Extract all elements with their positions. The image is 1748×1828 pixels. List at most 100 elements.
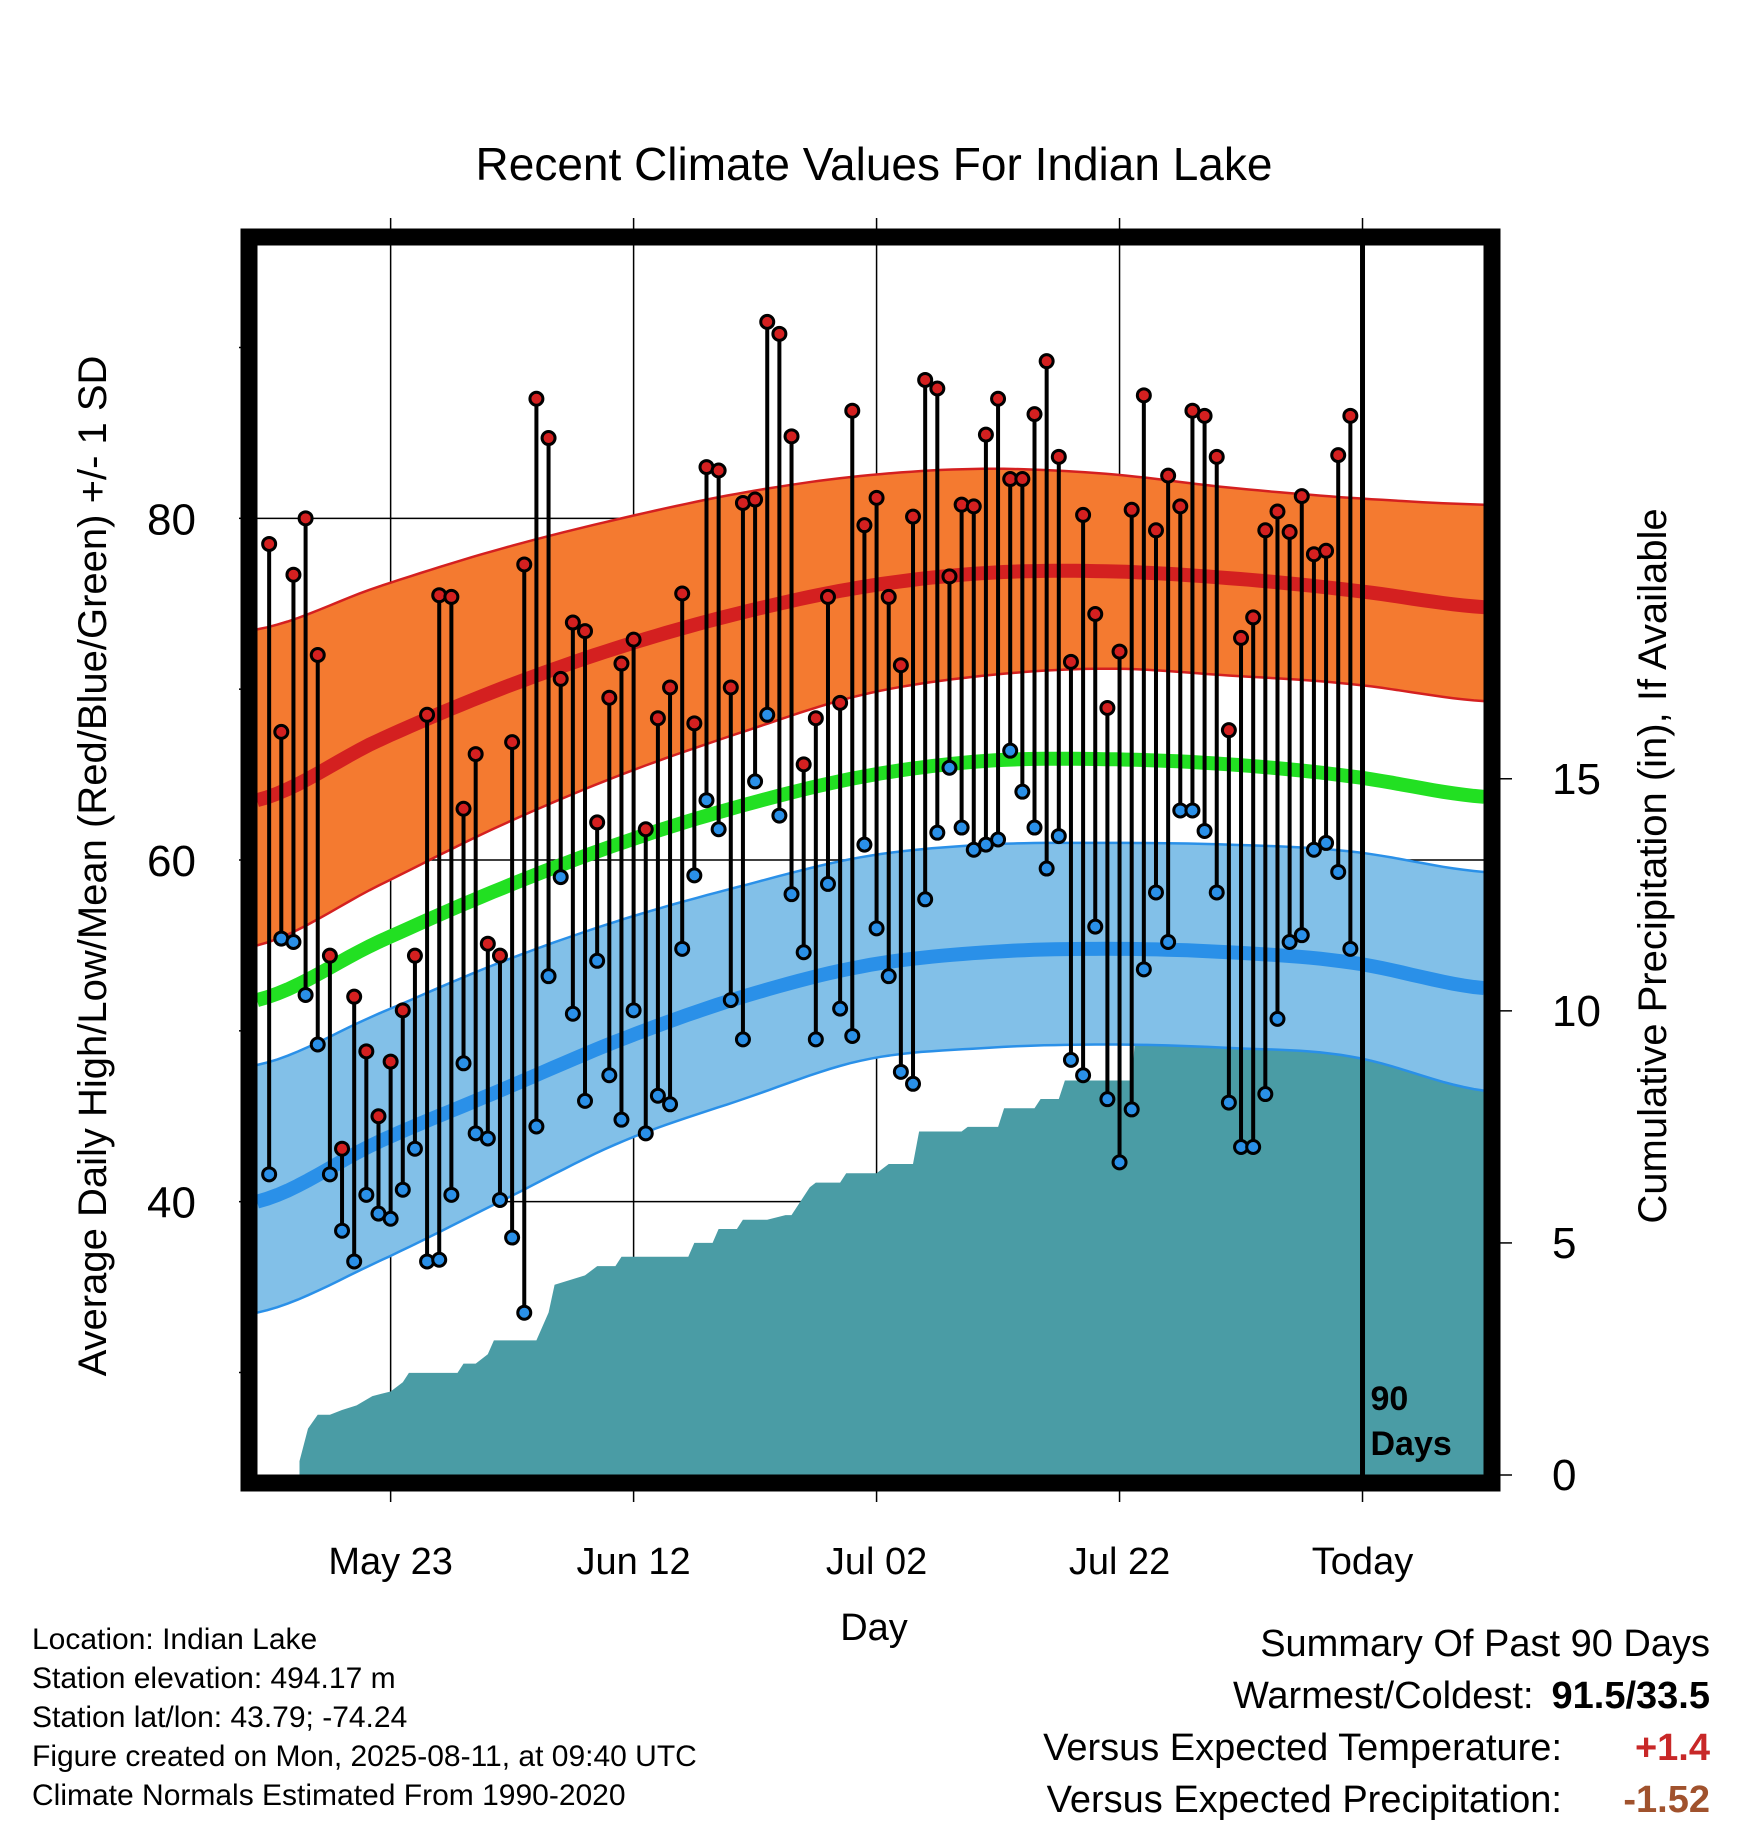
daily-high-point — [589, 814, 606, 831]
daily-high-point — [637, 821, 654, 838]
daily-high-point — [1014, 471, 1031, 488]
daily-low-point — [540, 968, 557, 985]
daily-low-point — [941, 759, 958, 776]
daily-high-point — [1196, 407, 1213, 424]
daily-low-point — [1281, 934, 1298, 950]
latlon-text: Station lat/lon: 43.79; -74.24 — [32, 1701, 408, 1734]
daily-low-point — [892, 1063, 909, 1080]
temperature-departure-row: Versus Expected Temperature: +1.4 — [1043, 1722, 1710, 1774]
daily-low-point — [698, 792, 715, 809]
daily-high-point — [759, 313, 776, 330]
daily-low-point — [722, 992, 739, 1009]
daily-high-point — [406, 947, 423, 964]
daily-low-point — [334, 1222, 351, 1239]
daily-low-point — [455, 1055, 472, 1072]
plot-frame — [240, 228, 1501, 1492]
daily-high-point — [722, 679, 739, 696]
daily-low-point — [1111, 1154, 1128, 1171]
high-normal-line — [255, 563, 1485, 807]
warmest-coldest-row: Warmest/Coldest: 91.5/33.5 — [1043, 1670, 1710, 1722]
daily-high-point — [285, 566, 302, 583]
warmest-coldest-label: Warmest/Coldest: — [1232, 1675, 1534, 1717]
daily-low-point — [1318, 834, 1335, 851]
daily-high-point — [309, 647, 326, 663]
daily-high-point — [807, 710, 824, 727]
daily-high-point — [1147, 522, 1164, 539]
daily-high-point — [965, 498, 982, 515]
y-tick-label: 40 — [147, 1179, 196, 1228]
daily-high-point — [1123, 501, 1140, 518]
daily-high-point — [273, 723, 290, 740]
daily-low-point — [686, 867, 703, 884]
daily-low-point — [1208, 884, 1225, 901]
daily-low-point — [747, 773, 764, 790]
daily-high-point — [905, 508, 922, 525]
daily-high-point — [516, 556, 533, 573]
daily-low-point — [1269, 1010, 1286, 1027]
low-sd-band-lower-edge — [256, 1043, 1485, 1314]
daily-high-point — [1099, 699, 1116, 716]
chart-title: Recent Climate Values For Indian Lake — [476, 138, 1273, 190]
daily-high-point — [1026, 406, 1043, 423]
daily-high-point — [1281, 524, 1298, 540]
daily-low-point — [625, 1002, 642, 1019]
daily-high-point — [540, 430, 557, 447]
daily-low-point — [795, 944, 812, 961]
daily-high-point — [419, 706, 436, 723]
daily-low-point — [491, 1191, 508, 1208]
daily-high-point — [528, 390, 545, 407]
daily-high-point — [1342, 407, 1359, 424]
daily-high-point — [1075, 506, 1092, 523]
high-sd-band-lower-edge — [256, 667, 1485, 947]
low-sd-band — [257, 842, 1484, 1313]
daily-low-point — [1002, 742, 1019, 759]
daily-high-point — [929, 380, 946, 397]
daily-low-point — [1050, 828, 1067, 845]
plot-area: 90 Days — [255, 245, 1485, 1475]
daily-low-point — [577, 1092, 594, 1109]
daily-high-point — [1111, 643, 1128, 660]
daily-low-point — [734, 1031, 751, 1048]
daily-low-point — [953, 819, 970, 836]
low-normal-line — [255, 941, 1485, 1209]
daily-low-point — [990, 831, 1007, 848]
daily-low-point — [261, 1166, 278, 1183]
daily-high-point — [844, 402, 861, 419]
daily-low-point — [1123, 1101, 1140, 1118]
daily-high-point — [443, 588, 460, 605]
daily-high-point — [990, 390, 1007, 407]
daily-high-point — [613, 655, 630, 672]
daily-high-point — [819, 588, 836, 605]
daily-low-point — [1087, 918, 1104, 935]
precipitation-area — [299, 950, 1484, 1475]
daily-low-point — [832, 1000, 849, 1017]
daily-high-point — [892, 657, 909, 674]
x-tick-label: Jun 12 — [577, 1541, 691, 1583]
y2-tick-label: 0 — [1552, 1451, 1576, 1500]
daily-low-point — [1245, 1139, 1262, 1155]
daily-high-point — [977, 426, 994, 443]
daily-low-point — [1196, 822, 1213, 839]
daily-low-point — [1184, 802, 1201, 819]
daily-high-point — [261, 535, 278, 552]
daily-high-point — [625, 631, 642, 648]
y-axis-label: Average Daily High/Low/Mean (Red/Blue/Gr… — [71, 356, 115, 1377]
daily-low-point — [479, 1130, 496, 1147]
daily-low-point — [564, 1005, 581, 1022]
daily-high-point — [504, 734, 521, 751]
elevation-text: Station elevation: 494.17 m — [32, 1662, 396, 1695]
daily-low-point — [358, 1186, 375, 1203]
daily-low-point — [297, 986, 314, 1003]
daily-high-point — [783, 428, 800, 445]
daily-low-point — [844, 1027, 861, 1044]
precipitation-departure-label: Versus Expected Precipitation: — [1046, 1779, 1562, 1821]
daily-low-point — [431, 1251, 448, 1268]
daily-low-point — [649, 1087, 666, 1104]
daily-low-point — [346, 1253, 363, 1270]
high-sd-band — [257, 468, 1484, 946]
daily-high-point — [601, 689, 618, 706]
daily-high-point — [1233, 629, 1250, 646]
y-tick-label: 60 — [147, 837, 196, 886]
daily-low-point — [1293, 927, 1310, 944]
daily-low-point — [674, 940, 691, 957]
